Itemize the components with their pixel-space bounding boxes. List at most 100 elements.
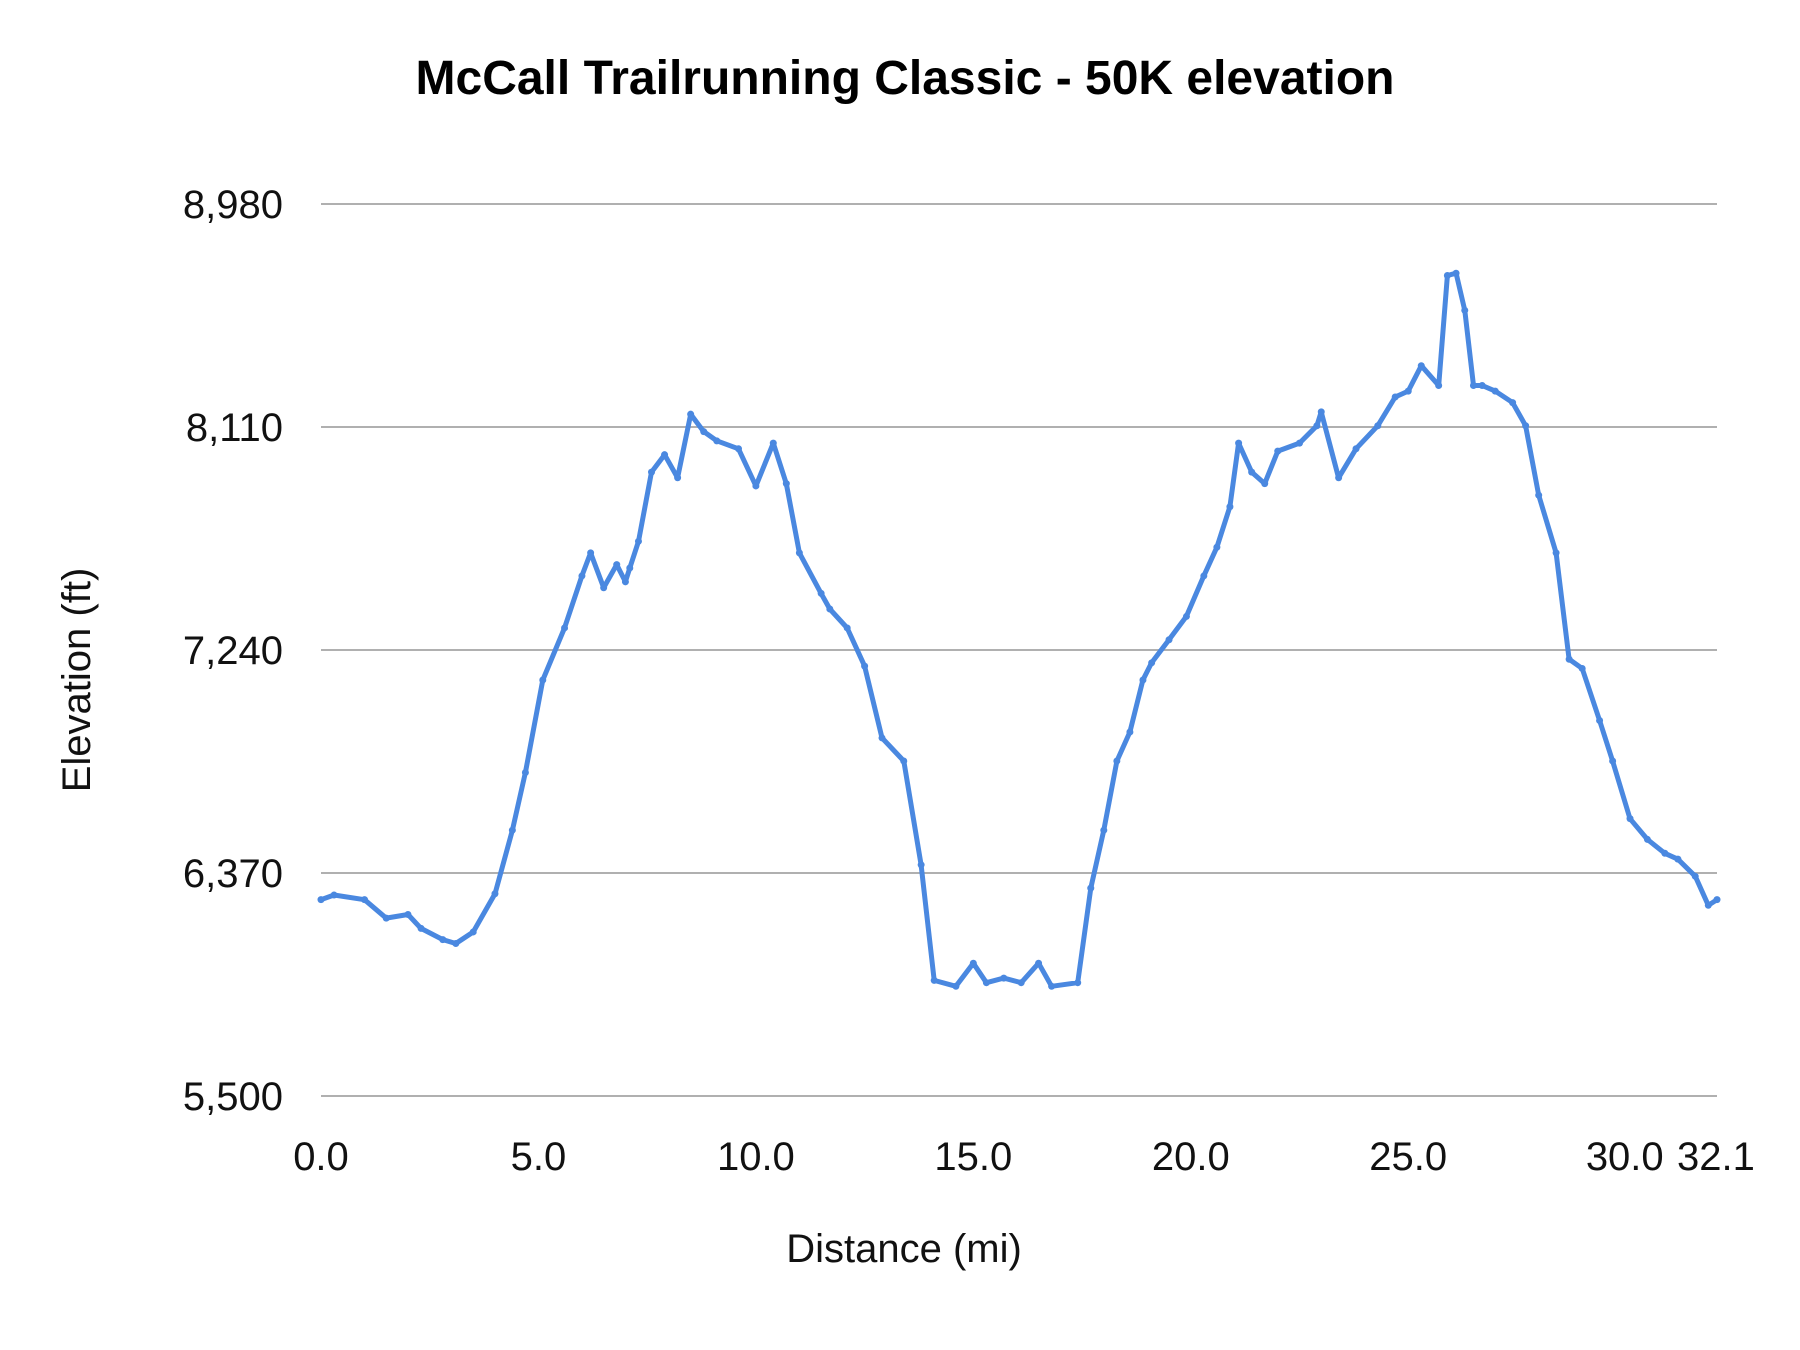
y-tick-labels: 5,500 6,370 7,240 8,110 8,980 xyxy=(183,183,283,1119)
data-point xyxy=(687,410,695,418)
data-point xyxy=(826,605,834,613)
data-point xyxy=(621,578,629,586)
data-point xyxy=(1491,387,1499,395)
data-point xyxy=(382,914,390,922)
data-point xyxy=(1139,676,1147,684)
x-tick-label: 5.0 xyxy=(511,1135,567,1179)
data-point xyxy=(1235,439,1243,447)
x-tick-label: 0.0 xyxy=(293,1135,349,1179)
data-point xyxy=(317,896,325,904)
data-point xyxy=(613,561,621,569)
data-point xyxy=(917,861,925,869)
data-point xyxy=(1000,974,1008,982)
data-point xyxy=(1509,399,1517,407)
data-point xyxy=(1352,445,1360,453)
data-point xyxy=(1074,979,1082,987)
y-tick-label: 7,240 xyxy=(183,629,283,673)
data-point xyxy=(1435,381,1443,389)
data-point xyxy=(1274,447,1282,455)
data-point xyxy=(900,757,908,765)
y-tick-label: 5,500 xyxy=(183,1075,283,1119)
data-point xyxy=(1443,272,1451,280)
y-axis-label: Elevation (ft) xyxy=(55,568,99,793)
data-point xyxy=(1478,381,1486,389)
data-point xyxy=(1596,716,1604,724)
data-point xyxy=(1578,664,1586,672)
data-point xyxy=(1200,572,1208,580)
y-tick-label: 8,110 xyxy=(186,406,283,450)
data-point xyxy=(1126,728,1134,736)
data-point xyxy=(1469,381,1477,389)
data-point xyxy=(1374,422,1382,430)
data-point xyxy=(508,826,516,834)
data-point xyxy=(648,468,656,476)
data-point xyxy=(491,890,499,898)
data-point xyxy=(674,474,682,482)
data-point xyxy=(1182,612,1190,620)
data-point xyxy=(782,480,790,488)
data-point xyxy=(1313,422,1321,430)
data-point xyxy=(1452,269,1460,277)
data-point xyxy=(587,549,595,557)
data-point xyxy=(1609,757,1617,765)
data-point xyxy=(634,537,642,545)
data-point xyxy=(600,584,608,592)
data-point xyxy=(861,662,869,670)
data-point xyxy=(1417,362,1425,370)
y-tick-label: 8,980 xyxy=(183,183,283,227)
data-point xyxy=(439,936,447,944)
x-tick-label: 30.0 xyxy=(1586,1135,1664,1179)
data-point xyxy=(1713,896,1721,904)
data-point xyxy=(700,428,708,436)
data-point xyxy=(404,911,412,919)
data-point xyxy=(1317,408,1325,416)
data-point xyxy=(360,896,368,904)
data-point xyxy=(1674,855,1682,863)
data-point xyxy=(1535,491,1543,499)
data-point xyxy=(1626,815,1634,823)
data-point xyxy=(930,976,938,984)
data-point xyxy=(1113,757,1121,765)
data-point xyxy=(469,928,477,936)
data-point xyxy=(1148,659,1156,667)
x-tick-label: 10.0 xyxy=(717,1135,795,1179)
data-point xyxy=(817,589,825,597)
data-point xyxy=(843,624,851,632)
y-tick-label: 6,370 xyxy=(183,852,283,896)
x-tick-label: 15.0 xyxy=(934,1135,1012,1179)
data-point xyxy=(969,959,977,967)
data-point xyxy=(578,572,586,580)
data-point xyxy=(1100,826,1108,834)
data-point xyxy=(452,939,460,947)
data-point xyxy=(1461,306,1469,314)
data-point xyxy=(1248,468,1256,476)
data-point xyxy=(1035,959,1043,967)
data-point xyxy=(982,979,990,987)
data-point xyxy=(1643,835,1651,843)
data-point xyxy=(734,445,742,453)
data-point xyxy=(539,676,547,684)
data-point xyxy=(1017,979,1025,987)
data-point xyxy=(626,564,634,572)
data-point xyxy=(1261,480,1269,488)
gridlines xyxy=(321,203,1717,1097)
data-point xyxy=(878,734,886,742)
chart-title: McCall Trailrunning Classic - 50K elevat… xyxy=(416,52,1395,105)
data-point xyxy=(1565,655,1573,663)
data-point xyxy=(1213,543,1221,551)
x-tick-labels: 0.0 5.0 10.0 15.0 20.0 25.0 30.0 32.1 xyxy=(293,1135,1755,1179)
elevation-series xyxy=(317,269,1721,990)
data-point xyxy=(795,549,803,557)
data-point xyxy=(417,924,425,932)
data-point xyxy=(752,482,760,490)
data-point xyxy=(521,769,529,777)
data-point xyxy=(1691,872,1699,880)
data-point xyxy=(561,624,569,632)
data-point xyxy=(1552,549,1560,557)
data-point xyxy=(1226,503,1234,511)
data-point xyxy=(1704,901,1712,909)
data-point xyxy=(1404,387,1412,395)
x-tick-label: 25.0 xyxy=(1369,1135,1447,1179)
data-point xyxy=(1522,422,1530,430)
